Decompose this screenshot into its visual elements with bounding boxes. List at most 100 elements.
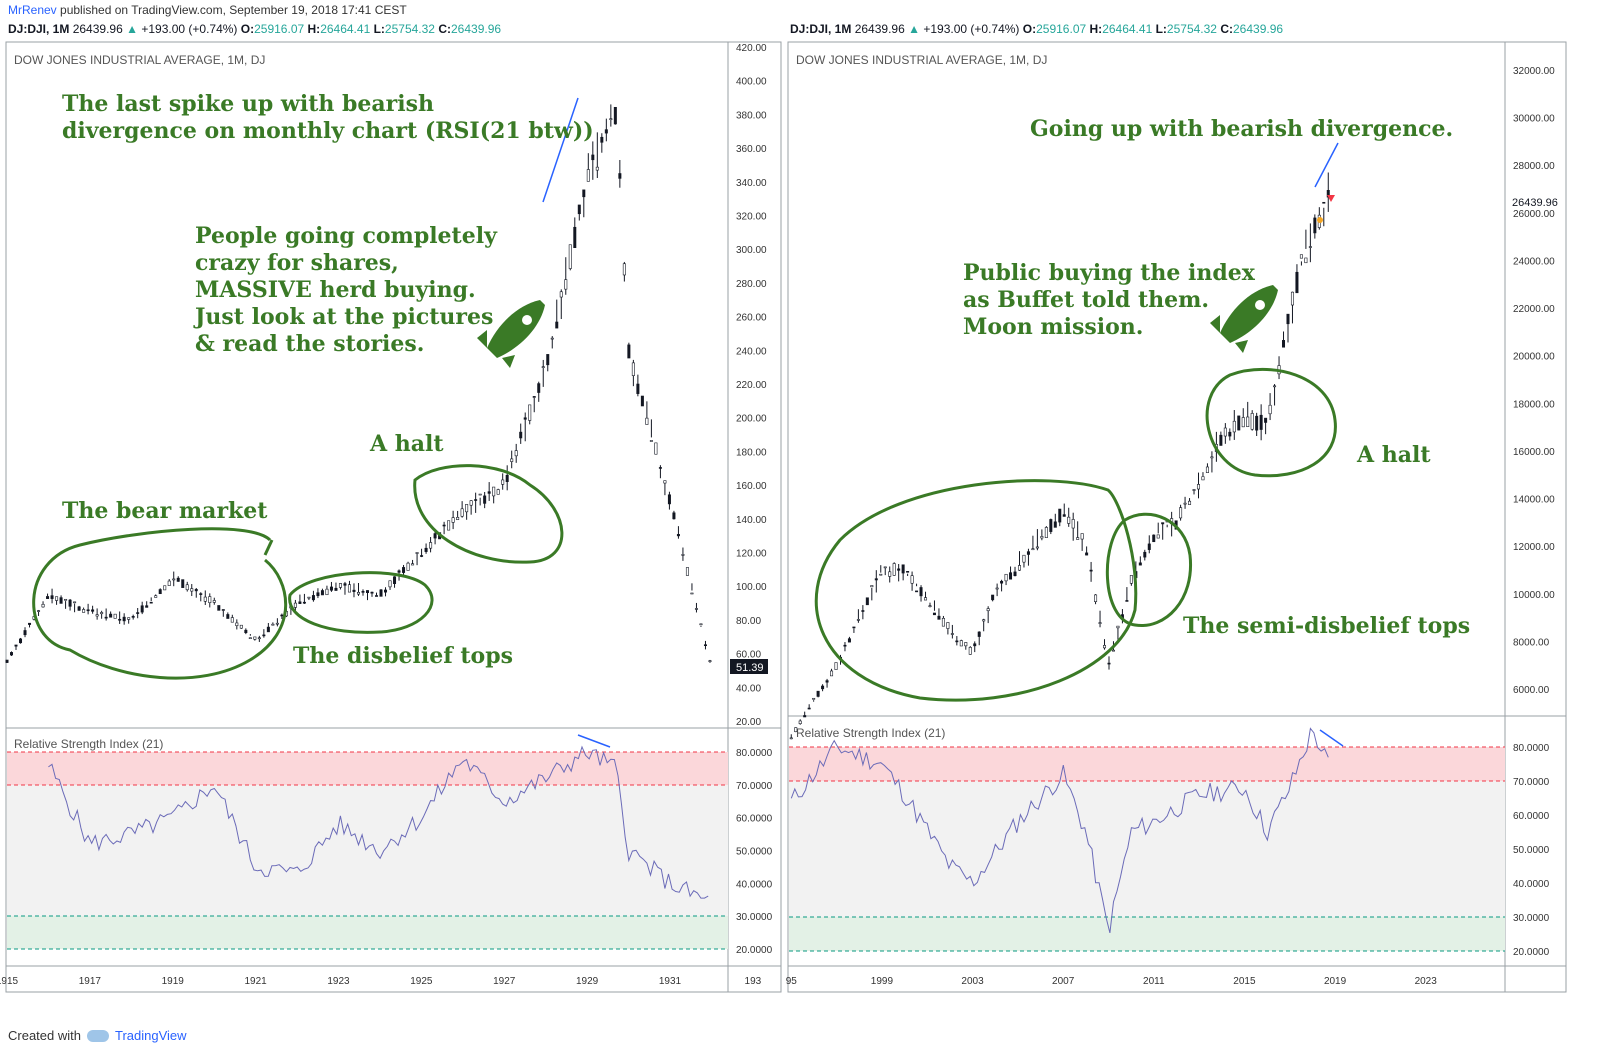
candle-body [91, 609, 95, 612]
left-ohlc-legend: DJ:DJI, 1M 26439.96 ▲ +193.00 (+0.74%) O… [8, 22, 501, 36]
candle-body [1040, 536, 1044, 539]
left-disbelief-annotation: The disbelief tops [293, 643, 513, 669]
candle-body [465, 504, 469, 513]
candle-body [415, 552, 419, 554]
price-tick-label: 320.00 [736, 212, 767, 223]
candle-body [528, 404, 532, 421]
candle-body [1116, 625, 1120, 629]
candle-body [977, 631, 981, 637]
rsi-line [790, 727, 1329, 934]
candle-body [1143, 551, 1147, 558]
symbol-label: DJ:DJI, 1M [8, 22, 70, 36]
candle-body [73, 601, 77, 604]
candle-body [1004, 573, 1008, 582]
candle-body [1188, 500, 1192, 505]
left-chart-title: DOW JONES INDUSTRIAL AVERAGE, 1M, DJ [14, 53, 265, 67]
candle-body [424, 547, 428, 552]
candle-body [636, 383, 640, 394]
left-spike-annotation-1: The last spike up with bearish [62, 91, 434, 117]
candle-body [1125, 600, 1129, 602]
high-value: 26464.41 [320, 22, 371, 36]
candle-body [379, 589, 383, 597]
publish-info: published on TradingView.com, September … [60, 3, 407, 17]
candle-body [28, 622, 32, 625]
time-tick-label: 1929 [576, 976, 599, 987]
candle-body [586, 169, 590, 182]
candle-body [532, 396, 536, 398]
price-tick-label: 32000.00 [1513, 66, 1555, 77]
candle-body [149, 601, 153, 604]
candle-body [879, 573, 883, 576]
candle-body [892, 563, 896, 576]
candle-body [982, 619, 986, 622]
candle-body [604, 129, 608, 134]
time-tick-label: 2007 [1052, 976, 1075, 987]
candle-body [941, 617, 945, 627]
candle-body [627, 344, 631, 359]
candle-body [397, 570, 401, 573]
candle-body [888, 571, 892, 577]
candle-body [388, 580, 392, 588]
candle-body [910, 575, 914, 584]
candle-body [361, 591, 365, 593]
candle-body [932, 612, 936, 616]
candle-body [320, 590, 324, 596]
candle-body [865, 597, 869, 606]
left-rsi-neutral-zone [7, 785, 728, 916]
c-label: C: [438, 22, 451, 36]
author-link[interactable]: MrRenev [8, 3, 57, 17]
candle-body [1241, 417, 1245, 428]
rsi-tick-label: 40.0000 [1513, 879, 1550, 890]
candle-body [658, 467, 662, 469]
candle-body [613, 106, 617, 125]
candle-body [591, 154, 595, 161]
candle-body [1228, 431, 1232, 437]
candle-body [505, 474, 509, 482]
candle-body [852, 626, 856, 629]
time-tick-label: 2011 [1143, 976, 1165, 987]
candle-body [946, 622, 950, 629]
right-rsi-divergence-line [1319, 729, 1344, 747]
price-tick-label: 220.00 [736, 380, 767, 391]
candle-body [1035, 546, 1039, 549]
candle-body [1304, 257, 1308, 264]
candle-body [248, 637, 252, 640]
candle-body [1017, 565, 1021, 571]
price-tick-label: 22000.00 [1513, 304, 1555, 315]
price-tick-label: 20.00 [736, 717, 761, 728]
price-tick-label: 16000.00 [1513, 447, 1555, 458]
candle-body [1053, 521, 1057, 528]
candle-body [37, 610, 41, 612]
candle-body [968, 646, 972, 655]
time-tick-label: 2023 [1415, 976, 1438, 987]
right-semi-annotation: The semi-disbelief tops [1183, 613, 1470, 639]
candle-body [631, 362, 635, 376]
left-rocket-icon [477, 300, 545, 368]
right-rsi-oversold-zone [789, 917, 1505, 951]
price-tick-label: 280.00 [736, 279, 767, 290]
candle-body [325, 588, 329, 596]
candle-body [1264, 417, 1268, 423]
footer-tradingview-link[interactable]: TradingView [114, 1028, 187, 1043]
candle-body [212, 600, 216, 603]
candle-body [1129, 575, 1133, 584]
candle-body [176, 577, 180, 582]
price-tick-label: 200.00 [736, 414, 767, 425]
candle-body [1246, 416, 1250, 428]
candle-body [1085, 552, 1089, 556]
candle-body [654, 442, 658, 455]
candle-body [100, 612, 104, 615]
price-tick-label: 140.00 [736, 515, 767, 526]
candle-body [208, 596, 212, 603]
time-tick-label: 2015 [1233, 976, 1256, 987]
candle-body [789, 737, 793, 740]
o-label: O: [240, 22, 255, 36]
candle-body [694, 608, 698, 610]
candle-body [798, 720, 802, 724]
candle-body [1058, 508, 1062, 523]
candle-body [68, 599, 72, 607]
candle-body [41, 603, 45, 608]
candle-body [460, 508, 464, 517]
candle-body [959, 640, 963, 647]
